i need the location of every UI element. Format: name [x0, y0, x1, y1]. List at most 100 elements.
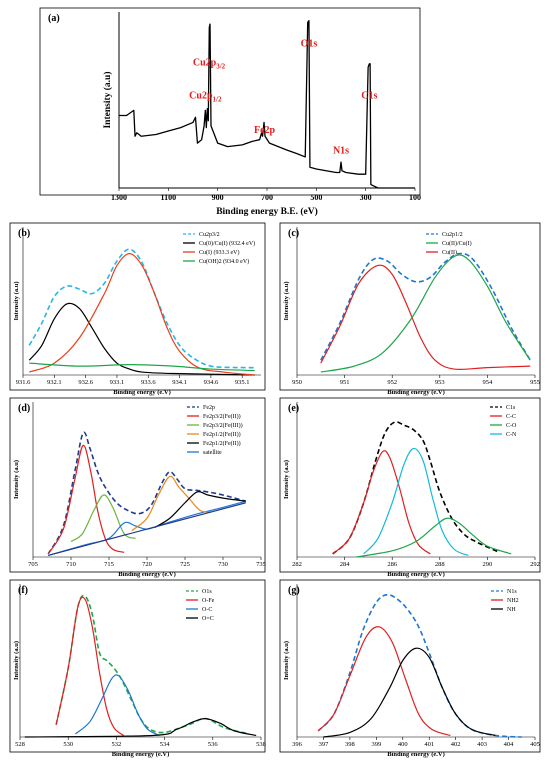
x-tick-label: 288 [435, 561, 445, 568]
x-tick-label: 900 [212, 193, 224, 202]
series-line-5 [131, 475, 212, 532]
x-tick-label: 290 [483, 561, 493, 568]
panel-frame [9, 579, 266, 753]
series-line-2 [320, 264, 531, 371]
x-tick-label: 534 [160, 741, 171, 748]
series-line-4 [24, 718, 257, 738]
panel-label: (c) [288, 228, 299, 239]
x-tick-label: 932.1 [47, 379, 62, 386]
series-line-2 [28, 302, 255, 376]
x-tick-label: 100 [409, 193, 421, 202]
y-axis-label: Intensity (a.u) [283, 281, 290, 320]
x-tick-label: 530 [63, 741, 73, 748]
peak-annotation-text: O1s [301, 39, 318, 50]
peak-annotation: Cu2p3/2 [193, 57, 226, 70]
legend-label: C-O [506, 423, 517, 429]
series-line-2 [47, 444, 125, 555]
legend-label: N1s [507, 589, 517, 595]
series-line-3 [323, 647, 496, 738]
x-tick-label: 933.1 [110, 379, 125, 386]
panel-e: (e) 282 284 286 288 290 292 Binding energy (e.V… [279, 397, 541, 578]
panel-label: (b) [18, 228, 30, 239]
legend-label: C-C [506, 414, 516, 420]
series-line-2 [55, 596, 125, 736]
x-tick-label: 1300 [111, 193, 127, 202]
x-tick-label: 932.6 [78, 379, 93, 386]
x-tick-label: 402 [451, 741, 461, 748]
legend-label: Cu2p3/2 [199, 232, 220, 238]
peak-annotation: Cu2p1/2 [189, 90, 222, 103]
x-tick-label: 396 [292, 741, 303, 748]
x-axis-label: Binding energy B.E. (eV) [216, 206, 318, 217]
x-tick-label: 720 [142, 561, 152, 568]
series-line-4 [29, 362, 255, 372]
panel-frame [279, 222, 541, 391]
legend-label: Fe2p3/2(Fe(II)) [203, 413, 241, 420]
panel-c: (c) 950 951 952 953 954 955 Binding energy (e.V… [279, 222, 541, 396]
legend-label: O=C [202, 616, 214, 622]
legend-label: NH [507, 607, 516, 613]
series-line-4 [356, 517, 512, 558]
peak-annotation-text: Cu2p [189, 90, 213, 101]
x-tick-label: 300 [360, 193, 372, 202]
x-tick-label: 403 [477, 741, 487, 748]
y-axis-label: Intensity (a.u) [283, 460, 290, 499]
panel-frame [9, 222, 266, 391]
x-tick-label: 953 [435, 379, 445, 386]
x-tick-label: 405 [530, 741, 540, 748]
x-tick-label: 935.1 [235, 379, 250, 386]
series-line-3 [70, 494, 136, 543]
x-tick-label: 286 [387, 561, 398, 568]
panel-g: (g) 396 397 398 399 400 401 402 403 404 405 Binding… [279, 579, 541, 758]
legend-label: Cu(II)/Cu(I) [442, 240, 472, 247]
panel-frame [9, 397, 266, 573]
legend-label: NH2 [507, 598, 519, 604]
x-tick-label: 715 [104, 561, 114, 568]
panel-d: (d) 705 710 715 720 725 730 735 Binding energy (… [9, 397, 266, 578]
panel-label: (e) [288, 403, 299, 414]
x-tick-label: 730 [218, 561, 228, 568]
peak-annotation: N1s [333, 145, 349, 156]
series-line-3 [320, 254, 531, 373]
x-tick-label: 404 [504, 741, 515, 748]
legend-label: Fe2p1/2(Fe(II)) [203, 440, 241, 447]
x-tick-label: 538 [256, 741, 266, 748]
legend-label: Cu(OH)2 (934.0 eV) [199, 258, 249, 265]
panel-label: (f) [18, 585, 28, 596]
panel-a: (a) 1300 1100 900 700 500 300 100 Binding energy… [39, 7, 421, 217]
x-axis-label: Binding energy (e.V) [387, 389, 445, 396]
series-line-1 [28, 248, 255, 369]
panel-frame [39, 7, 421, 196]
x-axis-label: Binding energy (e.V) [112, 751, 170, 758]
legend-label: C1s [506, 405, 516, 411]
legend-label: Fe2p3/2(Fe(III)) [203, 422, 243, 429]
legend-label: Cu(II) [442, 249, 457, 256]
x-tick-label: 934.1 [172, 379, 187, 386]
legend-label: Cu(0)/Cu(I) (932.4 eV) [199, 240, 255, 247]
x-tick-label: 735 [256, 561, 266, 568]
x-tick-label: 952 [387, 379, 397, 386]
x-axis-label: Binding energy (e.V) [387, 571, 445, 578]
series-line-3 [363, 447, 469, 557]
x-tick-label: 292 [530, 561, 540, 568]
legend-label: Cu(I) (933.3 eV) [199, 249, 240, 256]
legend-label: O-C [202, 607, 212, 613]
series-line-2 [332, 450, 431, 555]
legend-label: satellite [203, 450, 222, 456]
peak-annotation: Fe2p [254, 125, 276, 136]
peak-annotation-text: N1s [333, 145, 349, 156]
series-line-2 [317, 626, 451, 737]
series-line-3 [75, 674, 161, 737]
x-tick-label: 710 [66, 561, 76, 568]
panel-label: (d) [18, 403, 30, 414]
panel-frame [279, 397, 541, 573]
series-line-6 [154, 491, 246, 529]
x-tick-label: 931.6 [16, 379, 31, 386]
peak-annotation: O1s [301, 39, 318, 50]
panel-label: (g) [288, 585, 300, 596]
y-axis-label: Intensity (a.u) [13, 460, 20, 499]
x-tick-label: 933.6 [141, 379, 156, 386]
x-tick-label: 705 [28, 561, 38, 568]
peak-annotation-subscript: 1/2 [213, 95, 222, 103]
